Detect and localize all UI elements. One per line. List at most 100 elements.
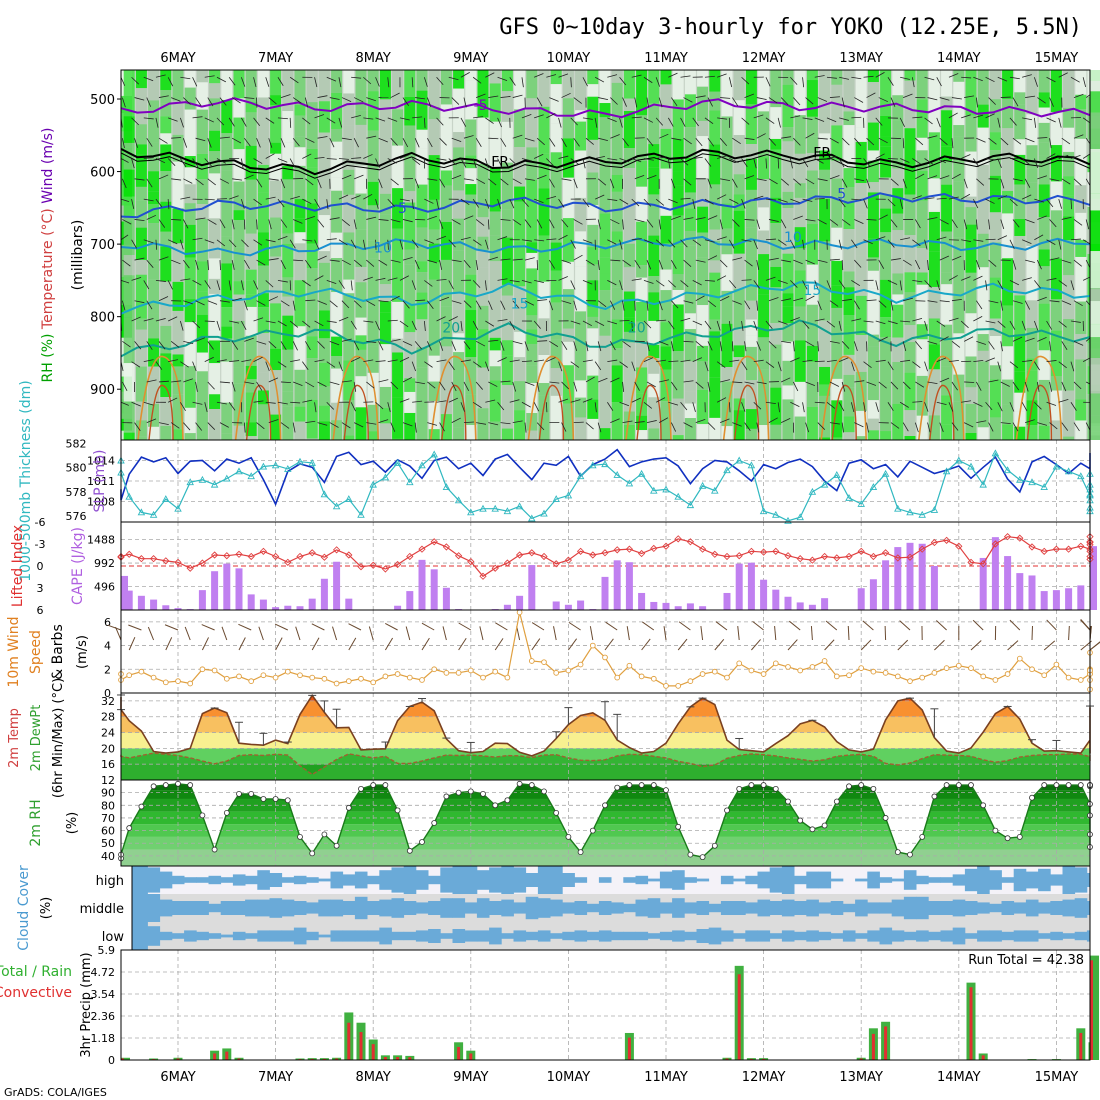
cloud-cell (269, 898, 283, 918)
wind-barb (631, 361, 636, 372)
rh-patch (184, 257, 196, 300)
rh-patch (233, 383, 245, 426)
wind-barb (866, 219, 877, 221)
wind-barb (289, 239, 296, 249)
rh-point (650, 782, 657, 788)
cloud-cell (1062, 866, 1076, 894)
wind-barb (521, 158, 532, 162)
cloud-cell (513, 867, 527, 893)
isotherm-label: 5 (837, 186, 846, 202)
wind-barb (353, 138, 359, 148)
wind-barb (1033, 320, 1039, 331)
wind-barb (500, 258, 511, 261)
rh-patch (465, 357, 477, 395)
rh-patch (721, 381, 733, 427)
wind-speed-point (748, 667, 755, 674)
wind-barb (387, 77, 390, 88)
wind-barb (951, 422, 959, 431)
rh-patch (379, 70, 391, 100)
wind-barb (1034, 280, 1041, 289)
wind-barb (1034, 361, 1040, 371)
rh-patch (562, 218, 574, 262)
rh-patch (745, 409, 757, 429)
rh-patch (758, 294, 770, 338)
wind-barb (265, 153, 275, 159)
cloud-cell (598, 877, 612, 883)
wind-barb (131, 158, 135, 169)
wind-barb (390, 259, 401, 263)
rh-patch (611, 319, 623, 349)
precip-legend-convective: Convective (0, 985, 72, 1001)
wind-barb (485, 399, 496, 403)
rh-patch (733, 194, 745, 211)
cape-bar (1052, 590, 1060, 610)
wind-barb (363, 359, 374, 363)
wind-barb (244, 174, 254, 180)
rh-patch (684, 361, 696, 392)
rh-patch (587, 139, 599, 151)
isotherm-line (120, 148, 1091, 176)
wind-barb (387, 239, 389, 250)
wind-barb (777, 402, 780, 413)
wind-barb (353, 341, 360, 351)
wind-barb (939, 336, 949, 342)
rh-patch (489, 421, 501, 440)
bottom-date-label: 7MAY (258, 1070, 293, 1085)
wind-barb (890, 97, 896, 107)
rh-patch (1075, 334, 1087, 360)
wind-barb (171, 137, 182, 139)
wind-barb (423, 117, 426, 128)
rh-patch (1075, 138, 1087, 186)
wind-barb (802, 320, 810, 329)
wind-barb (485, 117, 494, 124)
wind-barb (838, 198, 846, 208)
wind-barb (362, 239, 366, 250)
cloud-cell (330, 930, 344, 942)
rh-patch (733, 210, 745, 254)
rh-patch (831, 260, 843, 286)
lifted-index-point (686, 538, 695, 546)
wind-barb (338, 117, 343, 128)
lifted-index-point (930, 538, 939, 547)
cloud-cell (318, 899, 331, 917)
rh-patch (928, 344, 940, 370)
rh-patch (367, 258, 379, 306)
rh-patch (709, 377, 721, 418)
wind-barb (549, 340, 559, 347)
wind-barb (1034, 401, 1042, 410)
rh-patch (1026, 400, 1038, 426)
wind-barb (756, 97, 767, 100)
cloud-cell (476, 898, 490, 918)
rh-patch (794, 270, 806, 307)
rh-patch (977, 267, 989, 287)
rh-point (1004, 835, 1011, 842)
cloud-cell (476, 870, 490, 890)
wind-barb-10m (385, 622, 398, 631)
cloud-cell (1074, 867, 1088, 893)
wind-barb (622, 381, 625, 392)
rh-patch (684, 192, 696, 209)
rh-patch (867, 346, 879, 362)
rh-patch (904, 164, 916, 195)
cloud-cell (1038, 902, 1051, 914)
rh-patch (123, 116, 135, 143)
wind-speed-point (1004, 671, 1011, 677)
wind-barb (680, 239, 688, 248)
wind-barb (253, 77, 257, 88)
wind-barb (875, 117, 883, 126)
wind-barb (521, 280, 532, 284)
wind-barb (985, 280, 988, 291)
wind-barb (594, 361, 602, 371)
wind-barb (317, 381, 327, 387)
wind-barb (573, 300, 577, 311)
wind-barb (720, 418, 730, 423)
cloud-cell (452, 929, 466, 943)
rh-patch (233, 281, 245, 295)
lifted-index-point (454, 552, 463, 560)
lifted-index-point (284, 558, 292, 566)
slp-tick-label: 1011 (87, 475, 115, 488)
wind-barb (497, 158, 503, 168)
rh-patch (404, 391, 416, 413)
rh-patch (160, 103, 172, 117)
